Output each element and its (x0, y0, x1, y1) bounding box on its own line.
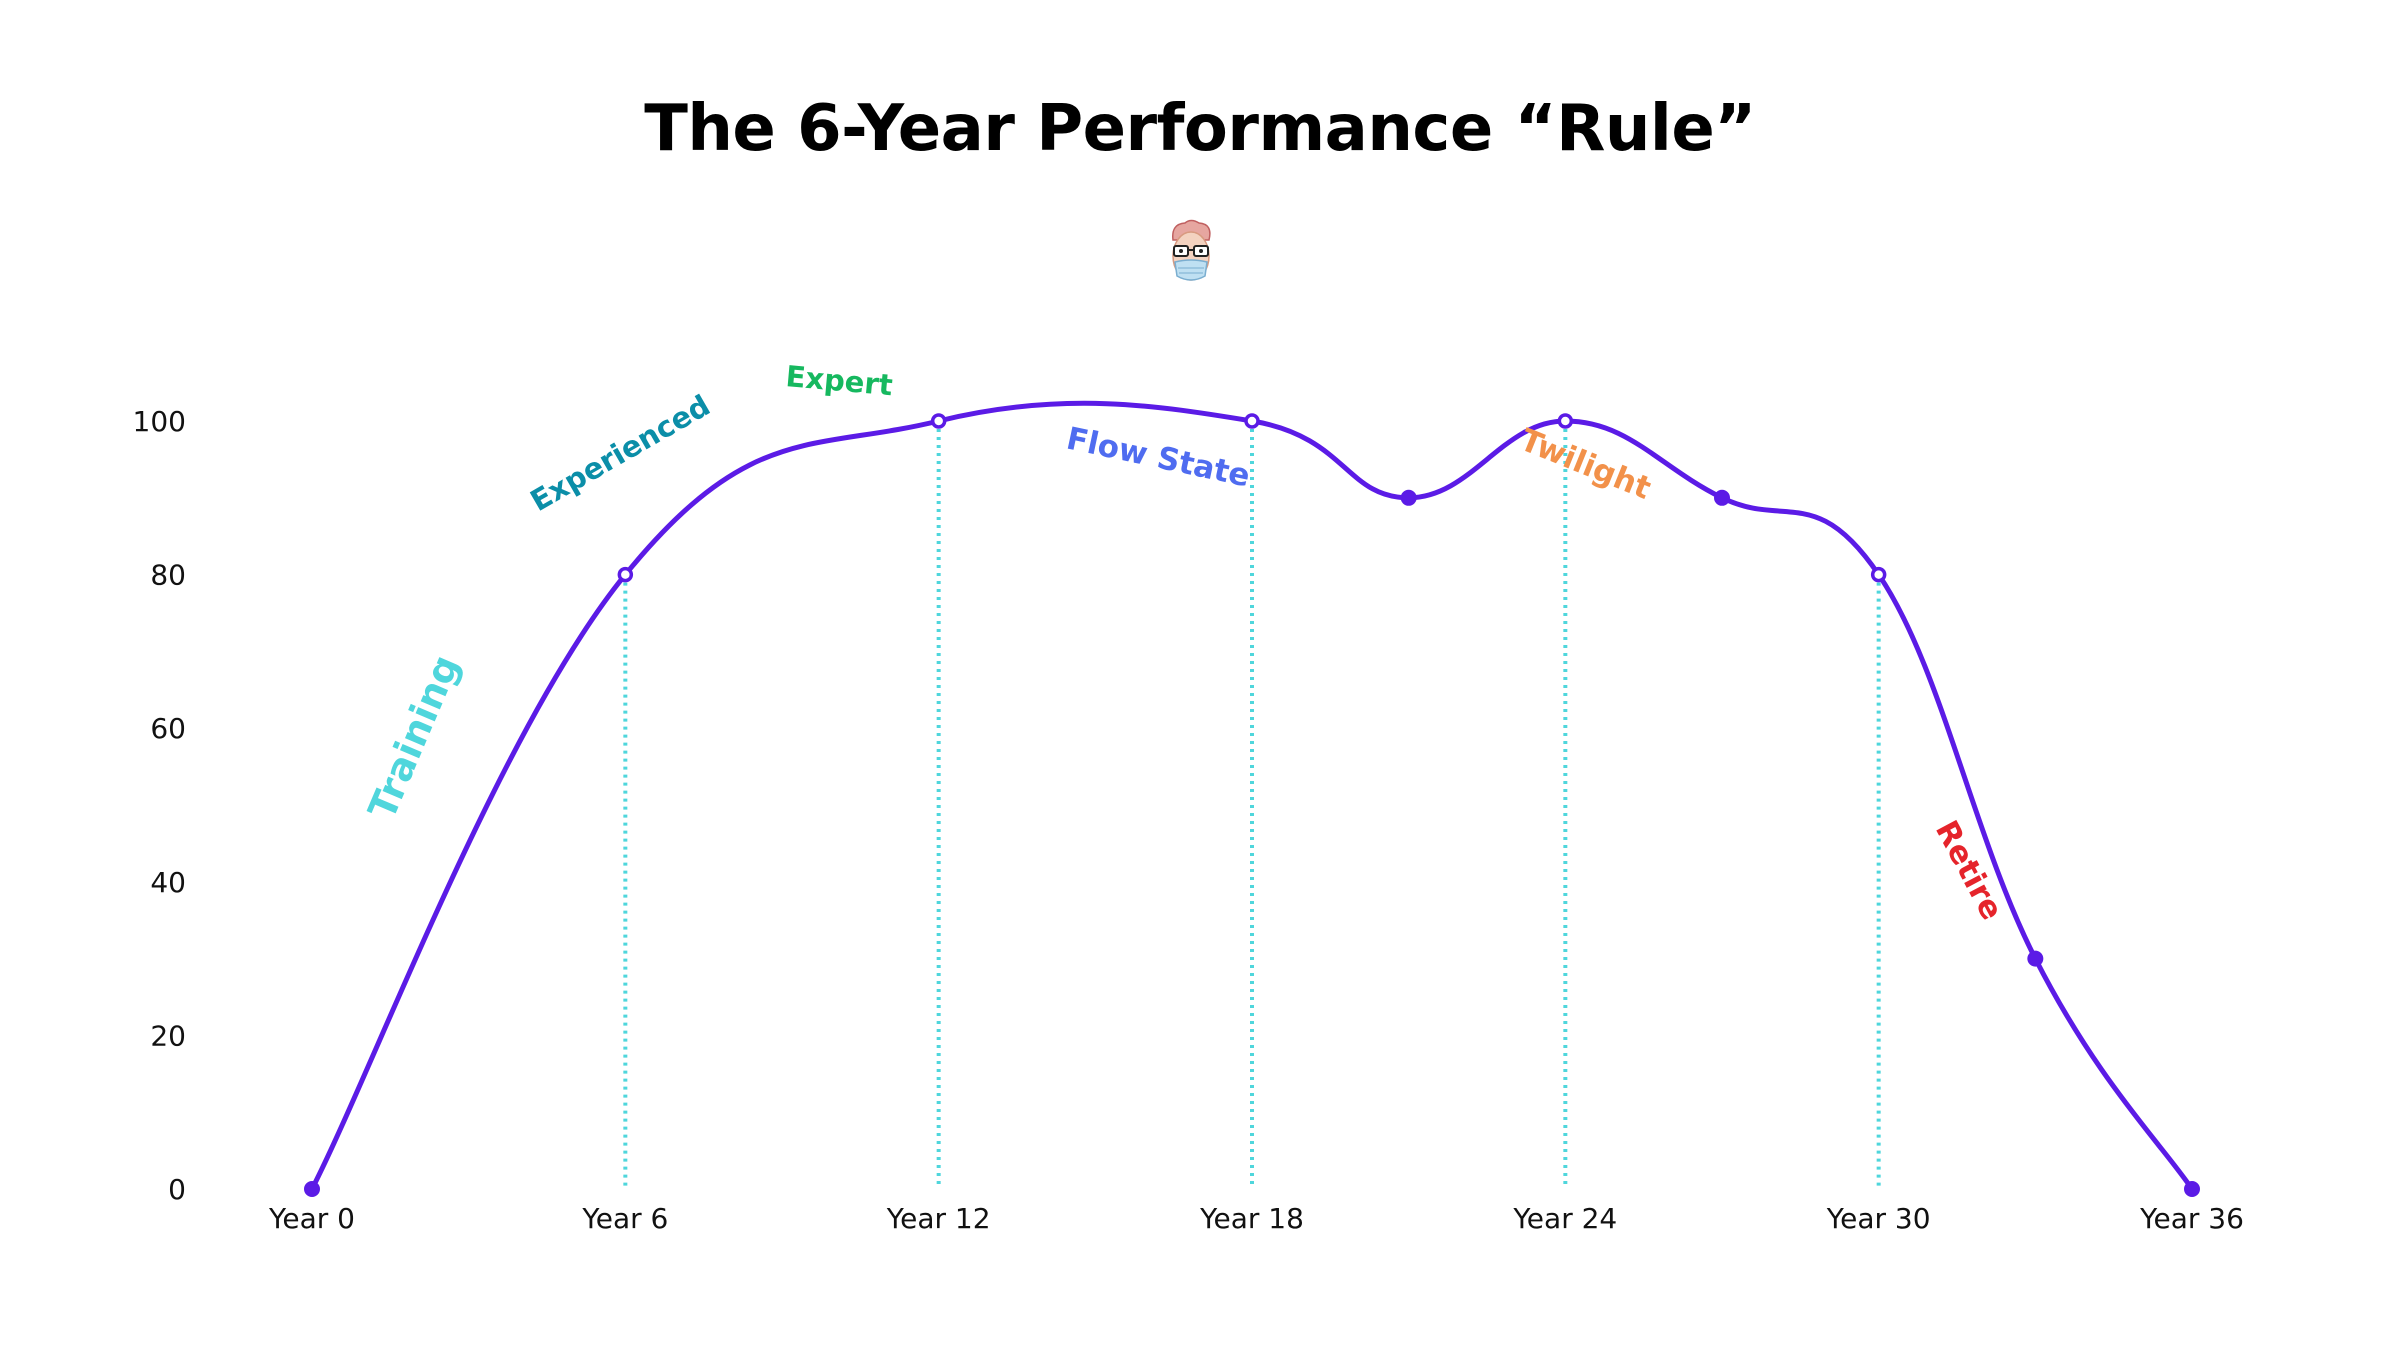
y-tick-label: 60 (150, 712, 186, 745)
annotation-flow-state: Flow State (1063, 421, 1253, 495)
data-point (304, 1181, 320, 1197)
data-point (617, 566, 634, 583)
x-tick-label: Year 0 (268, 1202, 355, 1235)
y-tick-label: 40 (150, 866, 186, 899)
annotation-experienced: Experienced (525, 388, 716, 518)
y-tick-label: 20 (150, 1019, 186, 1052)
data-point (930, 413, 947, 429)
annotation-training: Training (360, 649, 468, 826)
chart-title: The 6-Year Performance “Rule” (644, 92, 1756, 166)
x-tick-label: Year 30 (1826, 1202, 1931, 1235)
data-point (1244, 413, 1260, 429)
x-tick-label: Year 24 (1512, 1202, 1617, 1235)
x-tick-label: Year 6 (581, 1202, 668, 1235)
y-tick-label: 80 (150, 559, 186, 592)
annotation-expert: Expert (784, 359, 894, 402)
x-tick-label: Year 18 (1199, 1202, 1304, 1235)
data-point (1714, 489, 1730, 506)
avatar-icon (1172, 219, 1211, 281)
data-point (1870, 566, 1887, 583)
x-tick-label: Year 12 (886, 1202, 991, 1235)
data-point (2027, 950, 2044, 967)
y-tick-label: 100 (133, 405, 186, 438)
data-point (2184, 1181, 2200, 1197)
annotation-twilight: Twilight (1515, 422, 1656, 507)
y-tick-label: 0 (168, 1173, 186, 1206)
x-tick-label: Year 36 (2139, 1202, 2244, 1235)
data-point (1557, 413, 1574, 429)
data-point (1400, 489, 1417, 506)
